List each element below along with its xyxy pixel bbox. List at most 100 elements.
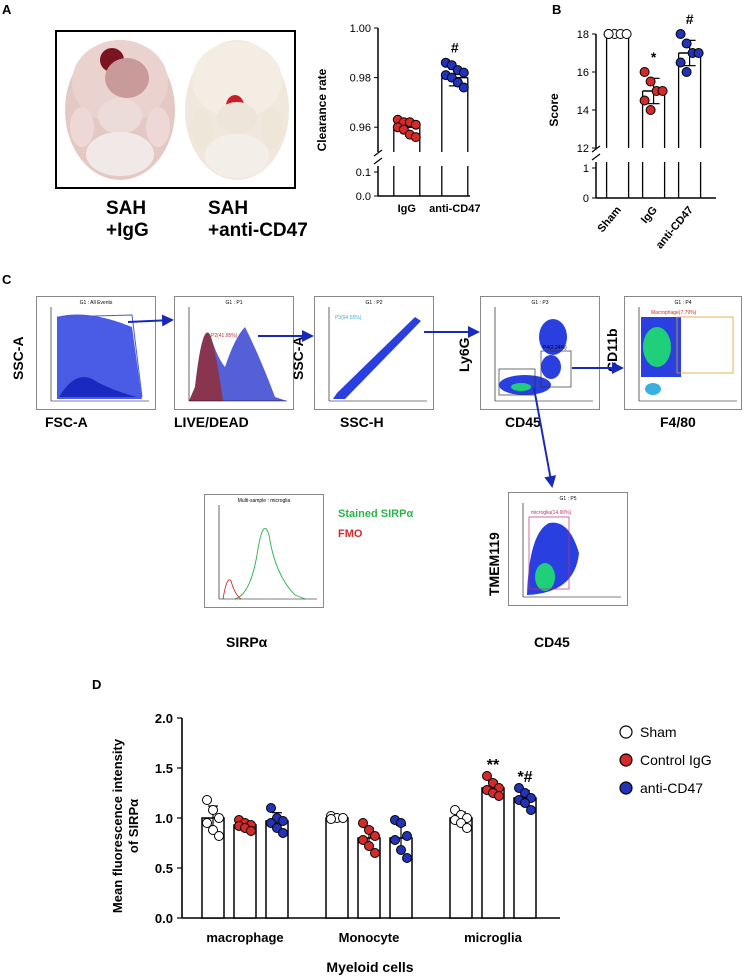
legend-fmo: FMO	[338, 528, 363, 540]
flow3-xlabel: SSC-H	[340, 414, 384, 430]
y-tick-label: 1.0	[155, 811, 173, 826]
y-tick-label: 1	[583, 163, 589, 175]
category-label: anti-CD47	[429, 203, 480, 215]
histogram-title: Multi-sample : microglia	[238, 498, 291, 504]
flow-plot-microglia: G1 : P5 microglia(14.90%)	[508, 492, 628, 606]
data-point	[681, 67, 692, 77]
category-label: IgG	[398, 203, 416, 215]
data-point	[482, 771, 492, 781]
panel-label-b: B	[552, 2, 562, 17]
y-tick-label: 12	[577, 143, 589, 155]
y-tick-label: 14	[577, 105, 589, 117]
category-label: macrophage	[206, 930, 283, 945]
y-tick-label: 18	[577, 29, 589, 41]
mfi-ylabel-line2: of SIRPα	[126, 799, 141, 853]
flow-arrows	[127, 314, 624, 488]
data-point	[202, 818, 212, 828]
data-point	[396, 845, 406, 855]
panel-label-c: C	[2, 272, 12, 287]
bar	[325, 817, 349, 919]
significance-label: *#	[517, 769, 532, 786]
clearance-chart: Clearance rate 0.96 0.98 1.00 0.0 0.1 IgG # ant…	[315, 23, 480, 215]
flow-plot-all-events: G1 : All Events	[36, 296, 156, 410]
data-point	[458, 82, 469, 93]
data-point	[410, 119, 421, 130]
data-point	[462, 823, 472, 833]
data-point	[390, 835, 400, 845]
legend-label: Sham	[640, 724, 677, 740]
data-point	[266, 803, 276, 813]
bar	[233, 824, 257, 919]
significance-label: **	[487, 757, 500, 774]
histogram-xlabel: SIRPα	[226, 634, 268, 650]
data-point	[364, 841, 374, 851]
y-tick-label: 2.0	[155, 711, 173, 726]
data-point	[278, 816, 288, 826]
y-tick-label: 0.96	[350, 122, 371, 134]
data-point	[693, 48, 704, 58]
flow1-title: G1 : All Events	[80, 300, 113, 306]
flow3-scatter: G1 : P2 P3(94.55%)	[328, 300, 427, 402]
y-tick-label: 0	[583, 193, 589, 205]
legend-stained-sirpa: Stained SIRPα	[338, 508, 414, 520]
legend-marker	[619, 753, 633, 767]
flow-plot-singlets: G1 : P2 P3(94.55%)	[314, 296, 434, 410]
arrow-1-icon	[127, 314, 174, 327]
flow5-scatter: G1 : P4 Macrophage(7.79%)	[638, 300, 737, 402]
mfi-ylabel-line1: Mean fluorescence intensity	[110, 738, 125, 913]
axis-break-mark	[373, 157, 383, 165]
flow6-gate-label: microglia(14.90%)	[531, 510, 572, 516]
flow-plot-f480-cd11b: G1 : P4 Macrophage(7.79%)	[624, 296, 742, 410]
flow4-title: G1 : P3	[532, 300, 549, 306]
panel-label-d: D	[92, 677, 102, 692]
data-point	[326, 814, 336, 824]
flow2-gate-label: P2(41.95%)	[211, 333, 238, 339]
flow4-scatter: G1 : P3 P4(2.24%)	[494, 300, 593, 402]
data-point	[370, 848, 380, 858]
data-point	[202, 795, 212, 805]
flow1-scatter: G1 : All Events	[50, 300, 149, 402]
flow5-gate-label: Macrophage(7.79%)	[651, 310, 697, 316]
score-ylabel: Score	[547, 93, 561, 127]
caption-anti-cd47-line2: +anti-CD47	[208, 220, 308, 241]
data-point	[410, 132, 421, 143]
data-point	[675, 29, 686, 39]
brain-photos	[65, 40, 289, 180]
category-label: Monocyte	[339, 930, 400, 945]
brain-anti-cd47-image	[185, 40, 289, 180]
data-point	[358, 818, 368, 828]
axis-break-mark	[591, 145, 601, 153]
histogram-overlay: Multi-sample : microglia	[218, 498, 317, 600]
data-point	[364, 825, 374, 835]
legend-label: anti-CD47	[640, 780, 703, 796]
legend-label: Control IgG	[640, 752, 712, 768]
significance-label: #	[686, 11, 694, 27]
caption-anti-cd47: SAH +anti-CD47	[208, 198, 308, 242]
flow-plot-live-dead: G1 : P1 P2(41.95%)	[174, 296, 294, 410]
flow3-title: G1 : P2	[366, 300, 383, 306]
clearance-ylabel: Clearance rate	[315, 68, 329, 151]
flow2-xlabel: LIVE/DEAD	[174, 414, 249, 430]
brain-photo-frame	[55, 30, 296, 189]
flow-plot-cd45-ly6g: G1 : P3 P4(2.24%)	[480, 296, 600, 410]
bar	[513, 797, 537, 919]
axis-break-mark	[373, 149, 383, 157]
flow6-scatter: G1 : P5 microglia(14.90%)	[522, 496, 621, 598]
y-tick-label: 0.1	[356, 167, 371, 179]
data-point	[603, 29, 614, 39]
data-point	[526, 805, 536, 815]
data-point	[520, 798, 530, 808]
data-point	[396, 818, 406, 828]
y-tick-label: 16	[577, 67, 589, 79]
bar	[449, 817, 473, 919]
data-point	[246, 826, 256, 836]
brain-igg-image	[65, 40, 175, 180]
flow6-title: G1 : P5	[560, 496, 577, 502]
significance-label: #	[451, 40, 459, 56]
data-point	[645, 76, 656, 87]
clearance-plot-area: 0.96 0.98 1.00 0.0 0.1 IgG # anti-CD47	[350, 23, 480, 215]
data-point	[639, 95, 650, 106]
data-point	[645, 105, 656, 115]
arrow-5-icon	[533, 387, 557, 488]
